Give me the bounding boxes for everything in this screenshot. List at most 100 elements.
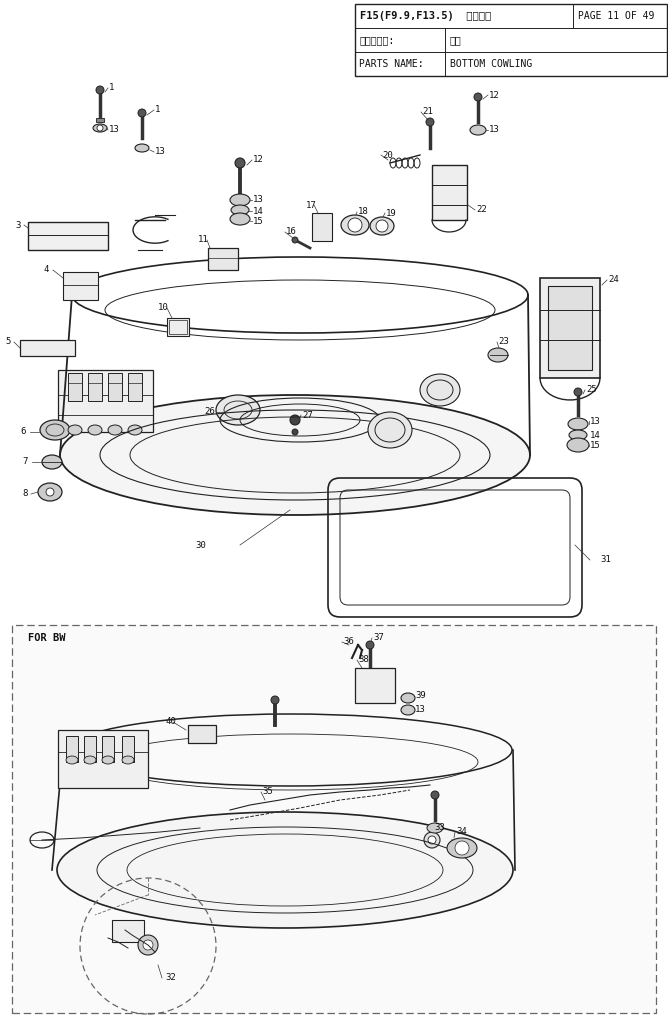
Bar: [128, 373, 142, 401]
Ellipse shape: [38, 483, 62, 501]
Circle shape: [290, 415, 300, 425]
Ellipse shape: [368, 412, 412, 449]
Text: F15(F9.9,F13.5)  零件手冊: F15(F9.9,F13.5) 零件手冊: [360, 11, 491, 22]
Ellipse shape: [57, 812, 513, 928]
Bar: [540, 278, 600, 378]
Bar: [169, 319, 187, 334]
Text: 21: 21: [422, 108, 433, 117]
Bar: [88, 373, 102, 401]
Text: 12: 12: [489, 90, 500, 99]
Ellipse shape: [108, 425, 122, 435]
Circle shape: [456, 846, 464, 854]
Ellipse shape: [84, 756, 96, 764]
Bar: [112, 920, 144, 942]
Ellipse shape: [427, 823, 443, 833]
Text: 1: 1: [109, 84, 114, 92]
Ellipse shape: [66, 756, 78, 764]
Ellipse shape: [216, 395, 260, 425]
Bar: [63, 272, 98, 300]
Text: 20: 20: [382, 151, 393, 160]
Text: 25: 25: [586, 385, 597, 394]
Circle shape: [46, 488, 54, 496]
Ellipse shape: [102, 756, 114, 764]
Text: 零部件名称:: 零部件名称:: [359, 35, 394, 45]
Text: 38: 38: [358, 655, 369, 665]
Ellipse shape: [488, 348, 508, 362]
Text: 14: 14: [590, 430, 601, 439]
Bar: [108, 373, 122, 401]
Text: 39: 39: [415, 691, 426, 700]
Text: 1: 1: [155, 105, 160, 115]
Text: 13: 13: [489, 126, 500, 134]
Bar: [58, 370, 153, 432]
Bar: [312, 213, 332, 241]
Text: 11: 11: [198, 236, 208, 245]
Ellipse shape: [567, 438, 589, 452]
Circle shape: [97, 125, 103, 131]
Ellipse shape: [470, 125, 486, 135]
Text: 15: 15: [590, 441, 601, 451]
Ellipse shape: [88, 425, 102, 435]
Text: 6: 6: [20, 427, 25, 436]
Bar: [188, 725, 216, 743]
Circle shape: [138, 935, 158, 955]
Text: 底罩: 底罩: [450, 35, 462, 45]
Bar: [355, 4, 667, 76]
Ellipse shape: [40, 420, 70, 440]
Circle shape: [292, 237, 298, 243]
Text: 35: 35: [262, 787, 273, 797]
Bar: [66, 736, 78, 762]
Bar: [96, 118, 104, 122]
Text: 33: 33: [434, 823, 445, 833]
Text: 32: 32: [165, 974, 176, 982]
Bar: [548, 286, 592, 370]
Ellipse shape: [568, 418, 588, 430]
Text: 13: 13: [109, 126, 120, 134]
Text: 31: 31: [600, 555, 611, 564]
Circle shape: [143, 940, 153, 950]
Ellipse shape: [420, 374, 460, 406]
Text: 30: 30: [195, 541, 206, 550]
Text: 5: 5: [5, 338, 11, 346]
Ellipse shape: [60, 395, 530, 515]
Circle shape: [424, 831, 440, 848]
Text: 23: 23: [498, 338, 509, 346]
Bar: [208, 248, 238, 270]
Bar: [122, 736, 134, 762]
Ellipse shape: [135, 144, 149, 152]
Bar: [12, 625, 656, 1013]
Ellipse shape: [569, 430, 587, 440]
Ellipse shape: [230, 213, 250, 225]
Text: 24: 24: [608, 275, 619, 285]
Circle shape: [426, 118, 434, 126]
Text: 36: 36: [343, 638, 354, 646]
Text: 27: 27: [302, 411, 313, 420]
Circle shape: [376, 220, 388, 232]
Text: 34: 34: [456, 827, 467, 837]
Text: 4: 4: [44, 265, 49, 274]
Circle shape: [431, 791, 439, 799]
Circle shape: [574, 388, 582, 396]
Bar: [58, 730, 148, 788]
Bar: [102, 736, 114, 762]
Bar: [355, 668, 395, 703]
Text: 12: 12: [253, 156, 264, 165]
Ellipse shape: [128, 425, 142, 435]
Text: PAGE 11 OF 49: PAGE 11 OF 49: [578, 11, 655, 22]
Circle shape: [428, 836, 436, 844]
Bar: [68, 373, 82, 401]
Text: 14: 14: [253, 207, 264, 215]
Text: 26: 26: [204, 408, 215, 417]
Bar: [20, 340, 75, 356]
Ellipse shape: [401, 693, 415, 703]
Text: 37: 37: [373, 634, 383, 642]
Circle shape: [235, 158, 245, 168]
Ellipse shape: [231, 205, 249, 215]
Text: 13: 13: [590, 417, 601, 426]
Text: BOTTOM COWLING: BOTTOM COWLING: [450, 59, 532, 69]
Ellipse shape: [341, 215, 369, 234]
Text: 19: 19: [386, 209, 397, 217]
Ellipse shape: [42, 455, 62, 469]
Text: 8: 8: [22, 489, 27, 499]
Ellipse shape: [401, 705, 415, 715]
